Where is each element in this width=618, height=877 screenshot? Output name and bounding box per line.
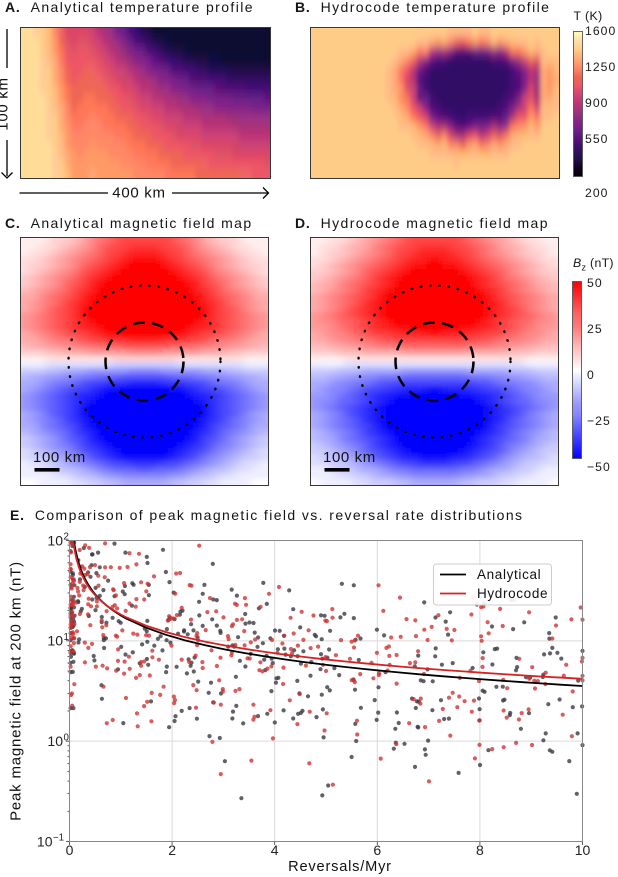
svg-text:400 km: 400 km bbox=[112, 185, 165, 202]
svg-text:100 km: 100 km bbox=[323, 449, 376, 466]
svg-text:100 km: 100 km bbox=[0, 77, 12, 130]
svg-text:100 km: 100 km bbox=[33, 449, 86, 466]
